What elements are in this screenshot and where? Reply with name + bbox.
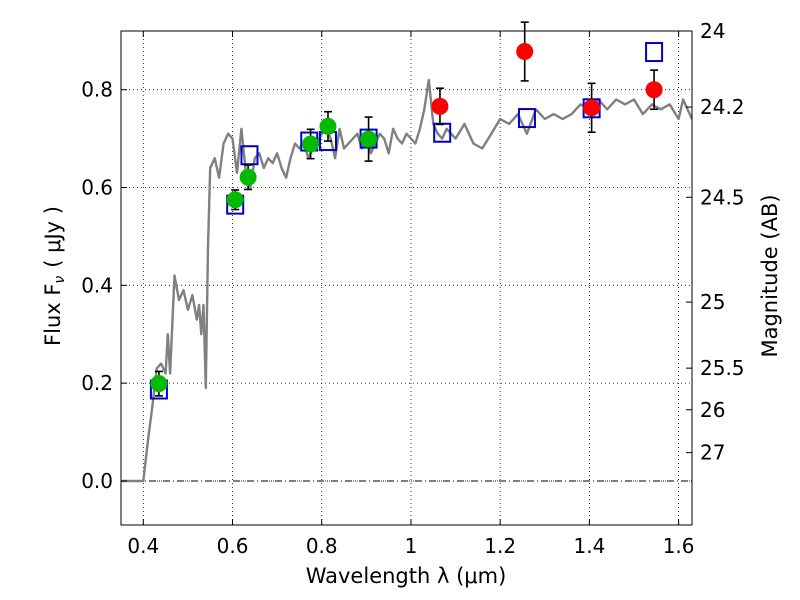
model-flux-square [645, 42, 664, 63]
photometry-point [302, 135, 320, 153]
y-axis-label-unit: ( μJy ) [41, 206, 65, 268]
photometry-point [239, 168, 257, 186]
magnitude-tick-label: 27 [700, 441, 725, 465]
magnitude-tick-label: 25.5 [700, 356, 745, 380]
magnitude-axis-label: Magnitude (AB) [758, 194, 782, 357]
plot-series [121, 21, 694, 483]
y-tick-label: 0.8 [81, 78, 113, 102]
x-axis-label: Wavelength λ (μm) [306, 564, 507, 588]
photometry-point [431, 97, 449, 115]
x-tick-label: 0.6 [217, 534, 249, 558]
axis-ticks: 0.4 0.6 0.8 1 1.2 1.4 1.6 0.0 0.2 0.4 0.6 0.8 24 24.2… [81, 19, 744, 558]
magnitude-tick-label: 24 [700, 19, 725, 43]
x-tick-label: 1.2 [484, 534, 516, 558]
photometry-point [150, 375, 168, 393]
x-tick-label: 1.4 [573, 534, 605, 558]
photometry-point [226, 191, 244, 209]
magnitude-tick-label: 24.5 [700, 185, 745, 209]
photometry-point [319, 117, 337, 135]
magnitude-tick-label: 25 [700, 290, 725, 314]
photometry-point [360, 130, 378, 148]
y-axis-label-main: Flux F [41, 284, 65, 346]
photometry-point [645, 81, 663, 99]
photometry-point [516, 43, 534, 61]
magnitude-tick-label: 24.2 [700, 95, 745, 119]
y-tick-label: 0.4 [81, 273, 113, 297]
y-axis-label-subscript: ν [52, 276, 68, 284]
x-tick-label: 0.4 [127, 534, 159, 558]
photometry-point [583, 99, 601, 117]
y-tick-label: 0.0 [81, 469, 113, 493]
y-axis-label: Flux Fν ( μJy ) [41, 206, 68, 346]
spectrum-line [121, 78, 694, 483]
plot-frame [120, 30, 693, 526]
y-tick-label: 0.6 [81, 176, 113, 200]
y-tick-label: 0.2 [81, 371, 113, 395]
x-tick-label: 1.6 [663, 534, 695, 558]
magnitude-tick-label: 26 [700, 398, 725, 422]
x-tick-label: 0.8 [306, 534, 338, 558]
model-flux-square [517, 108, 536, 129]
x-tick-label: 1 [405, 534, 418, 558]
